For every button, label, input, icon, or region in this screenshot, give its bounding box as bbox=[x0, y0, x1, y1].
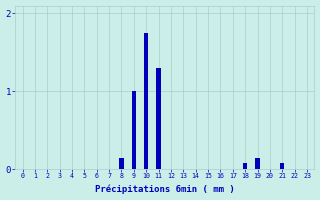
Bar bbox=[132, 91, 136, 169]
Bar bbox=[243, 163, 247, 169]
Bar bbox=[119, 158, 124, 169]
Bar bbox=[280, 163, 284, 169]
Bar bbox=[156, 68, 161, 169]
Bar bbox=[255, 158, 260, 169]
X-axis label: Précipitations 6min ( mm ): Précipitations 6min ( mm ) bbox=[95, 185, 235, 194]
Bar bbox=[144, 33, 148, 169]
